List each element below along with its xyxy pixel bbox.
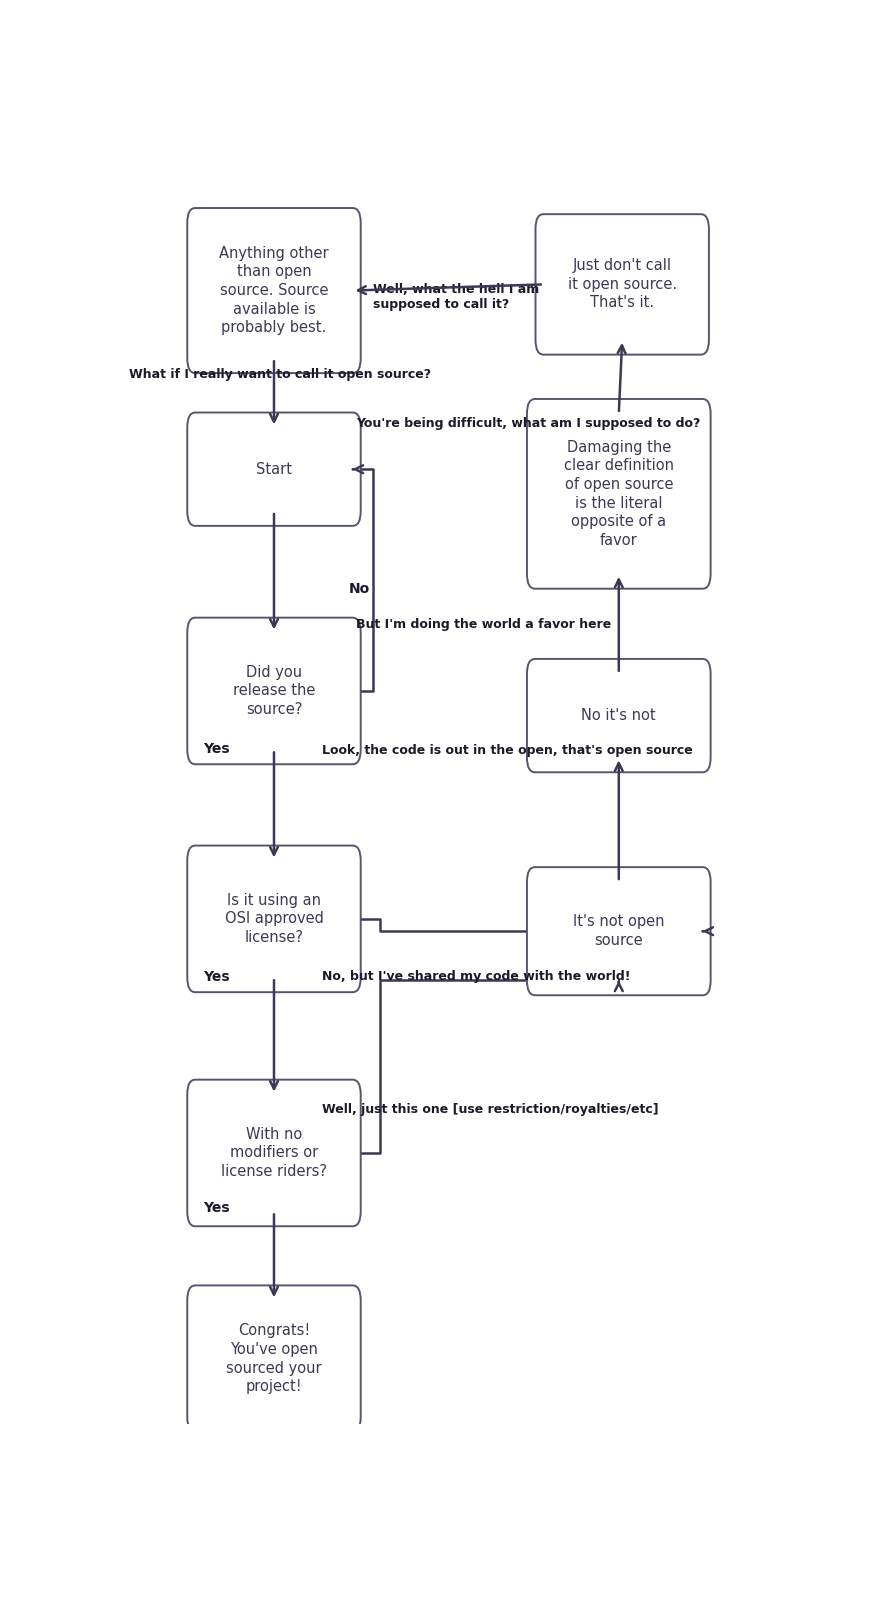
Text: Is it using an
OSI approved
license?: Is it using an OSI approved license?: [225, 893, 323, 946]
Text: No it's not: No it's not: [581, 709, 656, 723]
Text: Well, what the hell I am
supposed to call it?: Well, what the hell I am supposed to cal…: [373, 283, 539, 310]
Text: Did you
release the
source?: Did you release the source?: [233, 666, 315, 717]
FancyBboxPatch shape: [188, 618, 360, 765]
Text: Yes: Yes: [203, 970, 229, 984]
Text: You're being difficult, what am I supposed to do?: You're being difficult, what am I suppos…: [356, 418, 700, 430]
FancyBboxPatch shape: [188, 1080, 360, 1226]
Text: Damaging the
clear definition
of open source
is the literal
opposite of a
favor: Damaging the clear definition of open so…: [564, 440, 674, 547]
Text: Well, just this one [use restriction/royalties/etc]: Well, just this one [use restriction/roy…: [322, 1104, 658, 1117]
Text: No, but I've shared my code with the world!: No, but I've shared my code with the wor…: [322, 970, 630, 984]
FancyBboxPatch shape: [188, 845, 360, 992]
FancyBboxPatch shape: [188, 208, 360, 373]
Text: Yes: Yes: [203, 742, 229, 755]
Text: What if I really want to call it open source?: What if I really want to call it open so…: [130, 368, 432, 381]
Text: Anything other
than open
source. Source
available is
probably best.: Anything other than open source. Source …: [219, 246, 329, 336]
FancyBboxPatch shape: [536, 214, 709, 355]
FancyBboxPatch shape: [188, 1285, 360, 1432]
Text: No: No: [349, 582, 370, 595]
FancyBboxPatch shape: [188, 413, 360, 526]
Text: Congrats!
You've open
sourced your
project!: Congrats! You've open sourced your proje…: [226, 1323, 322, 1394]
Text: Just don't call
it open source.
That's it.: Just don't call it open source. That's i…: [567, 258, 677, 310]
Text: Start: Start: [256, 462, 292, 477]
Text: With no
modifiers or
license riders?: With no modifiers or license riders?: [221, 1126, 327, 1179]
FancyBboxPatch shape: [527, 659, 711, 773]
FancyBboxPatch shape: [527, 398, 711, 589]
Text: Look, the code is out in the open, that's open source: Look, the code is out in the open, that'…: [322, 744, 692, 757]
FancyBboxPatch shape: [527, 867, 711, 995]
Text: It's not open
source: It's not open source: [573, 915, 664, 947]
Text: Yes: Yes: [203, 1202, 229, 1216]
Text: But I'm doing the world a favor here: But I'm doing the world a favor here: [356, 618, 611, 630]
